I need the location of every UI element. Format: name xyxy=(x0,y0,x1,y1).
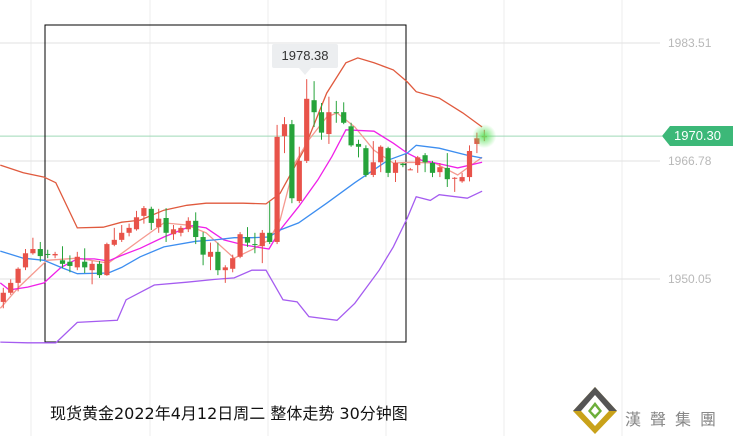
current-price-tag: 1970.30 xyxy=(662,126,733,146)
candle-body xyxy=(0,292,6,302)
candle-body xyxy=(163,217,169,233)
company-logo: 漢聲集團 xyxy=(570,384,733,436)
candle-body xyxy=(333,112,339,114)
candle-body xyxy=(148,208,154,223)
candle-body xyxy=(415,157,421,166)
candle-body xyxy=(178,227,184,233)
candle-body xyxy=(170,229,177,235)
candle-body xyxy=(104,244,110,276)
candle-body xyxy=(96,263,103,276)
diamond-logo-icon xyxy=(573,387,617,434)
candle-body xyxy=(259,232,265,247)
candle-body xyxy=(37,249,43,257)
candle-body xyxy=(400,163,406,166)
candle-body xyxy=(156,218,162,228)
current-price-glow xyxy=(472,124,497,149)
candle-body xyxy=(215,251,221,271)
candle-body xyxy=(82,261,88,268)
high-price-tooltip: 1978.38 xyxy=(272,44,338,75)
logo-text: 漢聲集團 xyxy=(625,410,726,429)
candle-body xyxy=(237,234,243,257)
candle-body xyxy=(89,263,95,271)
candle-body xyxy=(370,162,376,175)
candle-body xyxy=(392,162,399,173)
candle-body xyxy=(318,112,325,133)
candle-body xyxy=(141,208,147,216)
candle-body xyxy=(459,177,465,182)
highlight-box xyxy=(44,24,407,343)
candle-body xyxy=(348,126,354,146)
candle-body xyxy=(452,177,458,179)
candle-body xyxy=(296,160,302,202)
candle-body xyxy=(363,148,369,175)
y-tick-label: 1966.78 xyxy=(668,154,712,168)
candle-body xyxy=(326,112,332,135)
candle-body xyxy=(429,162,436,173)
candle-body xyxy=(59,260,66,264)
candle-body xyxy=(274,136,280,242)
candle-body xyxy=(437,167,443,173)
candle-body xyxy=(207,251,214,257)
candle-body xyxy=(378,146,384,163)
candle-body xyxy=(200,237,206,255)
candle-body xyxy=(252,244,258,246)
candle-body xyxy=(52,253,58,256)
candle-body xyxy=(133,217,140,230)
candle-body xyxy=(222,267,228,271)
candle-body xyxy=(8,282,14,293)
candle-body xyxy=(15,268,21,283)
candle-body xyxy=(281,124,288,137)
lower-band-line xyxy=(0,190,483,344)
y-tick-label: 1950.05 xyxy=(668,272,712,286)
candle-body xyxy=(67,261,73,266)
candle-body xyxy=(289,124,295,199)
chart-caption: 现货黄金2022年4月12日周二 整体走势 30分钟图 xyxy=(50,404,408,423)
candle-body xyxy=(111,239,117,245)
candle-body xyxy=(385,148,391,173)
candle-body xyxy=(311,100,317,113)
candle-body xyxy=(407,169,413,171)
candle-body xyxy=(185,220,191,230)
mid-blue-line xyxy=(0,144,483,275)
candle-body xyxy=(244,237,251,243)
candle-body xyxy=(422,155,428,163)
candle-body xyxy=(267,232,273,242)
candle-body xyxy=(193,220,199,238)
upper-band-line xyxy=(0,57,483,229)
candle-body xyxy=(355,143,362,147)
candle-body xyxy=(230,258,236,269)
candle-body xyxy=(304,98,310,161)
candle-body xyxy=(341,112,347,123)
y-tick-label: 1983.51 xyxy=(668,36,712,50)
candle-body xyxy=(466,150,473,178)
candle-body xyxy=(444,167,450,180)
candle-body xyxy=(45,253,51,255)
candle-body xyxy=(22,253,29,268)
candle-body xyxy=(30,249,36,254)
magenta-line xyxy=(0,129,483,291)
candle-body xyxy=(119,232,125,240)
candle-body xyxy=(74,256,80,268)
candle-body xyxy=(126,227,132,233)
